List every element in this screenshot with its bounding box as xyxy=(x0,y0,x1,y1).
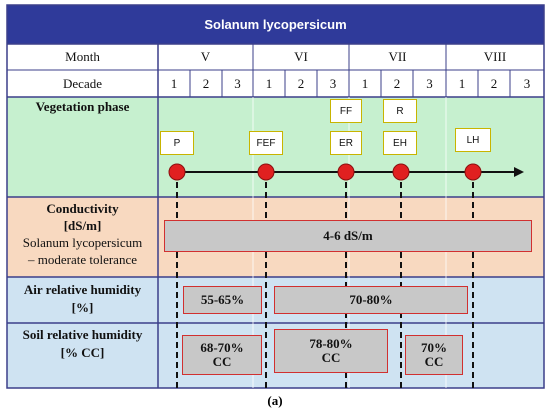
air-humidity-bar-2: 70-80% xyxy=(274,286,468,314)
decade-cell: 1 xyxy=(458,75,466,91)
decade-cell: 2 xyxy=(393,75,401,91)
marker-er xyxy=(337,163,355,181)
soil-humidity-label-line1: Soil relative humidity xyxy=(22,327,143,342)
conductivity-label-line2: [dS/m] xyxy=(63,218,102,233)
decade-cell: 1 xyxy=(265,75,273,91)
soil-humidity-bar-1: 68-70% CC xyxy=(182,335,262,375)
conductivity-label-line3: Solanum lycopersicum xyxy=(22,235,143,250)
decade-cell: 3 xyxy=(234,75,241,91)
month-vi: VI xyxy=(294,49,308,64)
decade-cell: 3 xyxy=(329,75,337,91)
decade-cell: 1 xyxy=(361,75,369,91)
air-humidity-label-line2: [%] xyxy=(71,300,94,315)
soil-humidity-bar-1-value: 68-70% xyxy=(200,340,244,355)
decade-cell: 3 xyxy=(426,75,433,91)
conductivity-label: Conductivity [dS/m] Solanum lycopersicum… xyxy=(7,200,158,268)
soil-humidity-bar-1-unit: CC xyxy=(212,354,232,369)
conductivity-label-line1: Conductivity xyxy=(46,201,119,216)
phase-box-fef: FEF xyxy=(249,131,283,155)
month-v: V xyxy=(200,49,211,64)
soil-humidity-bar-3-unit: CC xyxy=(424,354,444,369)
conductivity-label-line4: – moderate tolerance xyxy=(28,252,137,267)
month-vii: VII xyxy=(388,49,407,64)
phase-box-ff: FF xyxy=(330,99,362,123)
month-viii: VIII xyxy=(483,49,507,64)
marker-lh xyxy=(464,163,482,181)
phase-box-er: ER xyxy=(330,131,362,155)
soil-humidity-bar-3-value: 70% xyxy=(421,340,447,355)
vegetation-phase-label: Vegetation phase xyxy=(35,99,130,114)
decade-cell: 1 xyxy=(170,75,178,91)
marker-fef xyxy=(257,163,275,181)
marker-p xyxy=(168,163,186,181)
phase-markers xyxy=(168,163,482,181)
decade-label: Decade xyxy=(63,75,102,91)
phase-box-eh: EH xyxy=(383,131,417,155)
soil-humidity-bar-2: 78-80% CC xyxy=(274,329,388,373)
soil-humidity-bar-2-value: 78-80% xyxy=(309,336,353,351)
air-humidity-bar-1: 55-65% xyxy=(183,286,262,314)
phase-box-p: P xyxy=(160,131,194,155)
conductivity-range-bar: 4-6 dS/m xyxy=(164,220,532,252)
soil-humidity-bar-3: 70% CC xyxy=(405,335,463,375)
decade-dividers xyxy=(189,70,511,97)
soil-humidity-label: Soil relative humidity [% CC] xyxy=(7,326,158,362)
decade-cell: 2 xyxy=(202,75,210,91)
decade-cell: 3 xyxy=(523,75,531,91)
decade-cell: 2 xyxy=(297,75,305,91)
phase-box-r: R xyxy=(383,99,417,123)
air-humidity-label: Air relative humidity [%] xyxy=(7,281,158,317)
phase-box-lh: LH xyxy=(455,128,491,152)
soil-humidity-label-line2: [% CC] xyxy=(60,345,105,360)
marker-eh xyxy=(392,163,410,181)
decade-cell: 2 xyxy=(490,75,498,91)
timeline-arrowhead xyxy=(514,167,524,177)
soil-humidity-bar-2-unit: CC xyxy=(321,350,341,365)
figure-caption: (a) xyxy=(267,393,283,408)
diagram-title: Solanum lycopersicum xyxy=(7,5,544,44)
month-label: Month xyxy=(65,49,100,64)
air-humidity-label-line1: Air relative humidity xyxy=(23,282,142,297)
